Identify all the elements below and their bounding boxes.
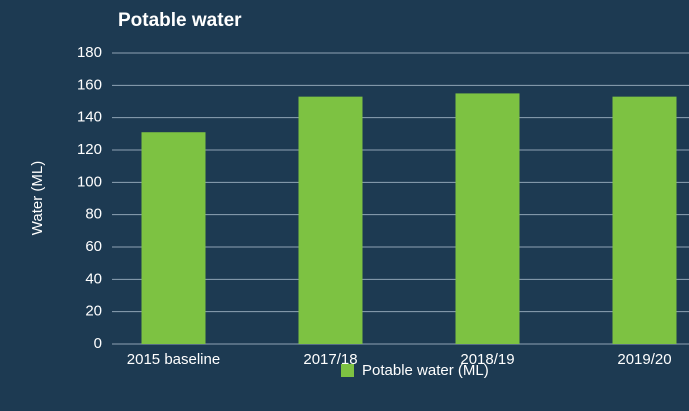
legend-swatch <box>341 364 354 377</box>
y-tick-label: 180 <box>77 44 102 61</box>
y-tick-label: 120 <box>77 141 102 158</box>
y-tick-label: 140 <box>77 109 102 126</box>
chart-title: Potable water <box>118 10 242 31</box>
y-tick-label: 100 <box>77 173 102 190</box>
bar <box>298 96 363 345</box>
y-tick-label: 0 <box>94 335 102 352</box>
x-tick-label: 2018/19 <box>460 351 514 368</box>
y-tick-label: 60 <box>85 238 102 255</box>
x-tick-label: 2015 baseline <box>127 351 220 368</box>
y-axis-label: Water (ML) <box>29 161 46 235</box>
x-tick-label: 2019/20 <box>617 351 671 368</box>
bar <box>455 93 520 345</box>
y-tick-label: 160 <box>77 76 102 93</box>
legend-label: Potable water (ML) <box>362 362 489 379</box>
y-tick-label: 80 <box>85 206 102 223</box>
y-tick-label: 40 <box>85 270 102 287</box>
bar <box>141 132 206 344</box>
y-tick-label: 20 <box>85 303 102 320</box>
x-tick-label: 2017/18 <box>303 351 357 368</box>
bar <box>612 96 677 345</box>
